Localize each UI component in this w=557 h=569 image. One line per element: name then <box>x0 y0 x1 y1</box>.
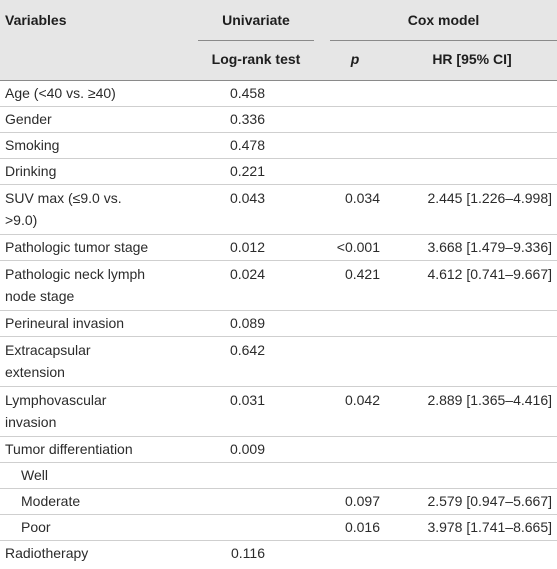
variable-label-line: >9.0) <box>5 212 38 228</box>
header-variables: Variables <box>5 12 67 28</box>
hazard-ratio-value: 2.579 [0.947–5.667] <box>427 493 552 509</box>
cox-p-value: 0.034 <box>344 190 380 206</box>
variable-label-line: Perineural invasion <box>5 315 125 331</box>
cox-p-value: <0.001 <box>336 239 380 255</box>
row-divider <box>0 462 557 463</box>
cox-p-value: 0.097 <box>344 493 380 509</box>
table-row-variable: Lymphovascular invasion <box>5 389 106 433</box>
table-row-variable: Radiotherapy <box>5 542 88 564</box>
hazard-ratio-value: 4.612 [0.741–9.667] <box>427 266 552 282</box>
log-rank-value: 0.024 <box>229 266 265 282</box>
table-row-variable: Well <box>5 464 48 486</box>
cox-underline <box>330 40 557 41</box>
header-univariate: Univariate <box>222 12 290 28</box>
table-row-variable: Tumor differentiation <box>5 438 133 460</box>
row-divider <box>0 184 557 185</box>
log-rank-value: 0.221 <box>229 163 265 179</box>
variable-label-line: Extracapsular <box>5 342 91 358</box>
variable-label-line: Moderate <box>21 493 81 509</box>
variable-label-line: Age (<40 vs. ≥40) <box>5 85 116 101</box>
row-divider <box>0 234 557 235</box>
log-rank-value: 0.009 <box>229 441 265 457</box>
hazard-ratio-value: 2.445 [1.226–4.998] <box>427 190 552 206</box>
table-row-variable: Age (<40 vs. ≥40) <box>5 82 116 104</box>
header-cox-model: Cox model <box>407 12 480 28</box>
variable-label-line: Radiotherapy <box>5 545 89 561</box>
row-divider <box>0 540 557 541</box>
row-divider <box>0 132 557 133</box>
row-divider <box>0 260 557 261</box>
row-divider <box>0 106 557 107</box>
log-rank-value: 0.089 <box>229 315 265 331</box>
row-divider <box>0 310 557 311</box>
row-divider <box>0 514 557 515</box>
header-log-rank: Log-rank test <box>211 51 301 67</box>
table-row-variable: Moderate <box>5 490 80 512</box>
log-rank-value: 0.031 <box>229 392 265 408</box>
variable-label-line: SUV max (≤9.0 vs. <box>5 190 122 206</box>
variable-label-line: Pathologic neck lymph <box>5 266 146 282</box>
row-divider <box>0 436 557 437</box>
log-rank-value: 0.012 <box>229 239 265 255</box>
header-hr: HR [95% CI] <box>432 51 512 67</box>
univariate-underline <box>198 40 314 41</box>
variable-label-line: Drinking <box>5 163 57 179</box>
table-row-variable: Perineural invasion <box>5 312 124 334</box>
log-rank-value: 0.478 <box>229 137 265 153</box>
table-row-variable: Pathologic tumor stage <box>5 236 148 258</box>
log-rank-value: 0.458 <box>229 85 265 101</box>
row-divider <box>0 488 557 489</box>
table-row-variable: Pathologic neck lymph node stage <box>5 263 145 307</box>
table-row-variable: Smoking <box>5 134 59 156</box>
row-divider <box>0 158 557 159</box>
header-p: p <box>350 51 360 67</box>
variable-label-line: Pathologic tumor stage <box>5 239 149 255</box>
variable-label-line: Gender <box>5 111 52 127</box>
variable-label-line: Tumor differentiation <box>5 441 133 457</box>
log-rank-value: 0.116 <box>231 545 265 561</box>
row-divider <box>0 386 557 387</box>
variable-label-line: node stage <box>5 288 75 304</box>
hazard-ratio-value: 3.978 [1.741–8.665] <box>427 519 552 535</box>
table-row-variable: Poor <box>5 516 51 538</box>
cox-p-value: 0.421 <box>344 266 380 282</box>
table-row-variable: Extracapsular extension <box>5 339 91 383</box>
table-row-variable: Gender <box>5 108 52 130</box>
variable-label-line: invasion <box>5 414 57 430</box>
variable-label-line: Poor <box>21 519 51 535</box>
variable-label-line: Smoking <box>5 137 60 153</box>
variable-label-line: Well <box>21 467 48 483</box>
table-row-variable: Drinking <box>5 160 56 182</box>
table-row-variable: SUV max (≤9.0 vs. >9.0) <box>5 187 122 231</box>
hazard-ratio-value: 2.889 [1.365–4.416] <box>427 392 552 408</box>
variable-label-line: extension <box>5 364 65 380</box>
cox-p-value: 0.042 <box>344 392 380 408</box>
hazard-ratio-value: 3.668 [1.479–9.336] <box>427 239 552 255</box>
row-divider <box>0 336 557 337</box>
log-rank-value: 0.043 <box>229 190 265 206</box>
variable-label-line: Lymphovascular <box>5 392 107 408</box>
log-rank-value: 0.336 <box>229 111 265 127</box>
log-rank-value: 0.642 <box>229 342 265 358</box>
header-bottom-rule <box>0 80 557 81</box>
cox-p-value: 0.016 <box>344 519 380 535</box>
